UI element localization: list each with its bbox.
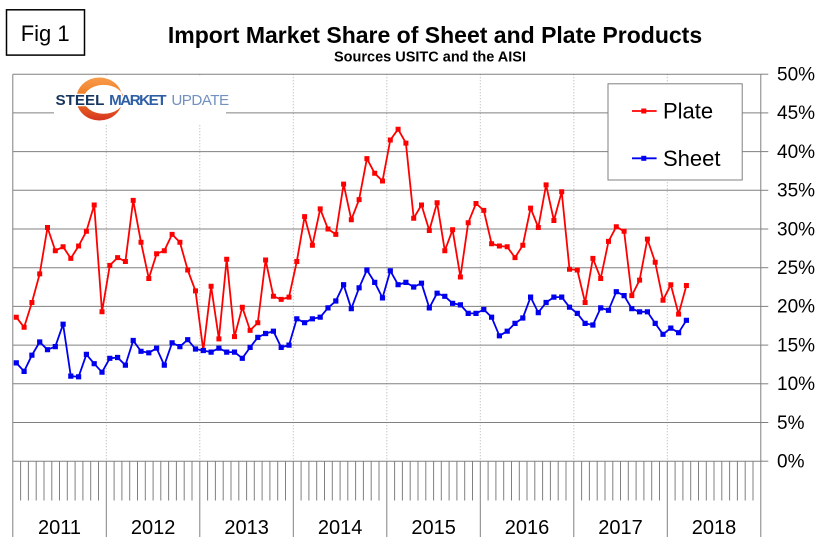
svg-text:2011: 2011 [38, 517, 81, 539]
svg-text:5%: 5% [777, 413, 805, 434]
svg-text:UPDATE: UPDATE [171, 92, 229, 109]
svg-text:45%: 45% [777, 103, 815, 124]
svg-text:40%: 40% [777, 142, 815, 163]
svg-text:2014: 2014 [318, 517, 363, 539]
svg-text:15%: 15% [777, 335, 815, 356]
svg-text:2018: 2018 [692, 517, 737, 539]
svg-text:STEEL: STEEL [56, 92, 105, 109]
svg-text:35%: 35% [777, 181, 815, 202]
svg-text:30%: 30% [777, 219, 815, 240]
svg-text:2016: 2016 [505, 517, 550, 539]
svg-text:2012: 2012 [131, 517, 176, 539]
svg-text:50%: 50% [777, 65, 815, 86]
svg-text:Sheet: Sheet [663, 146, 721, 171]
svg-text:MARKET: MARKET [109, 92, 167, 109]
svg-text:25%: 25% [777, 258, 815, 279]
svg-text:Plate: Plate [663, 99, 713, 124]
svg-text:Sources USITC and the AISI: Sources USITC and the AISI [334, 49, 526, 65]
svg-text:Fig 1: Fig 1 [21, 21, 70, 46]
svg-text:2015: 2015 [411, 517, 456, 539]
svg-text:10%: 10% [777, 374, 815, 395]
svg-text:2017: 2017 [598, 517, 643, 539]
svg-text:20%: 20% [777, 297, 815, 318]
svg-text:2013: 2013 [224, 517, 269, 539]
svg-text:0%: 0% [777, 452, 805, 473]
svg-text:Import Market Share of Sheet a: Import Market Share of Sheet and Plate P… [168, 22, 702, 48]
